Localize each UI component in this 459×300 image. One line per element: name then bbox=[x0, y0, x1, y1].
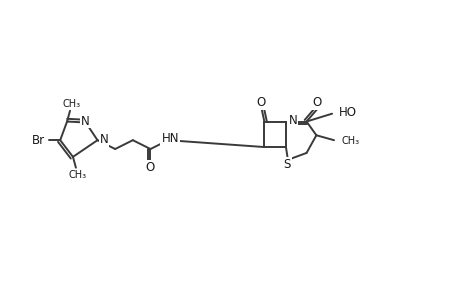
Text: CH₃: CH₃ bbox=[341, 136, 359, 146]
Text: HO: HO bbox=[338, 106, 356, 119]
Text: HN: HN bbox=[161, 132, 179, 145]
Text: Br: Br bbox=[32, 134, 45, 147]
Text: N: N bbox=[81, 115, 90, 128]
Text: O: O bbox=[146, 161, 155, 174]
Text: CH₃: CH₃ bbox=[63, 99, 81, 109]
Text: S: S bbox=[283, 158, 290, 171]
Text: CH₃: CH₃ bbox=[69, 169, 87, 179]
Text: O: O bbox=[256, 96, 265, 110]
Text: N: N bbox=[288, 114, 297, 127]
Text: N: N bbox=[99, 133, 108, 146]
Text: O: O bbox=[312, 96, 321, 110]
